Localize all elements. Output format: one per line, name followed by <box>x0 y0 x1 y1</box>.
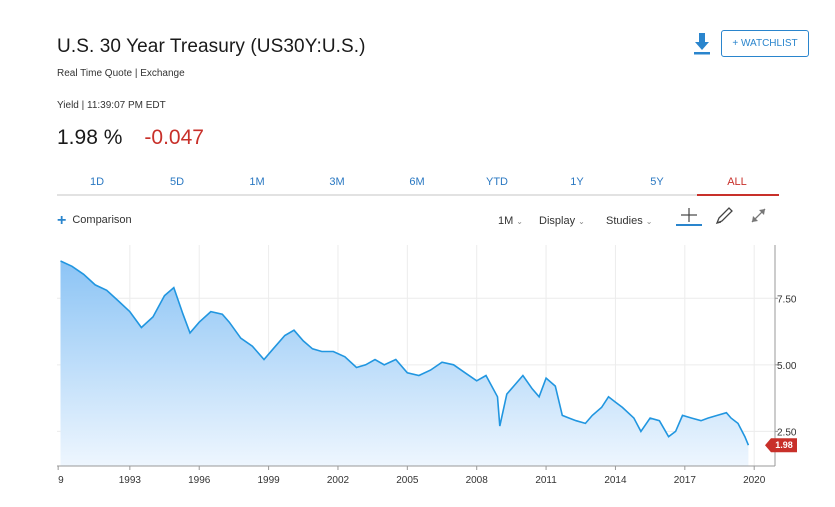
plus-icon: + <box>57 211 67 229</box>
comparison-button[interactable]: + Comparison <box>57 211 132 229</box>
range-tabs: 1D 5D 1M 3M 6M YTD 1Y 5Y ALL <box>57 170 779 196</box>
tab-ytd[interactable]: YTD <box>486 176 508 188</box>
tab-5d[interactable]: 5D <box>169 176 185 188</box>
tab-5y[interactable]: 5Y <box>650 176 664 188</box>
price-value: 1.98 % <box>57 126 123 149</box>
chevron-down-icon: ⌄ <box>578 217 585 226</box>
crosshair-button[interactable] <box>675 205 702 227</box>
interval-dropdown[interactable]: 1M ⌄ <box>498 215 523 227</box>
yield-timestamp: Yield | 11:39:07 PM EDT <box>57 100 166 111</box>
display-label: Display <box>539 215 576 227</box>
x-tick-label: 2017 <box>674 475 697 486</box>
price-row: 1.98 % -0.047 <box>57 126 204 150</box>
tab-1y[interactable]: 1Y <box>570 176 584 188</box>
x-tick-label: 2002 <box>327 475 350 486</box>
studies-label: Studies <box>606 215 643 227</box>
chevron-down-icon: ⌄ <box>516 217 523 226</box>
x-tick-label: 2020 <box>743 475 766 486</box>
chart-container[interactable]: 9 1993 1996 1999 2002 2005 2008 2011 2014 2017 202… <box>0 240 835 507</box>
x-tick-label: 1993 <box>119 475 142 486</box>
x-tick-label: 1996 <box>188 475 211 486</box>
x-tick-label: 9 <box>58 475 64 486</box>
yield-chart[interactable]: 9 1993 1996 1999 2002 2005 2008 2011 2014 2017 202… <box>0 240 835 507</box>
y-tick-label: 2.50 <box>777 427 797 438</box>
x-tick-label: 2008 <box>466 475 489 486</box>
interval-label: 1M <box>498 215 514 227</box>
x-tick-label: 2014 <box>604 475 627 486</box>
price-change: -0.047 <box>144 126 204 149</box>
yield-line <box>60 260 750 446</box>
tab-6m[interactable]: 6M <box>409 176 425 188</box>
y-tick-label: 5.00 <box>777 361 797 372</box>
tab-3m[interactable]: 3M <box>329 176 345 188</box>
y-tick-label: 7.50 <box>777 294 797 305</box>
quote-source: Real Time Quote | Exchange <box>57 68 185 79</box>
download-button[interactable] <box>691 31 713 55</box>
chevron-down-icon: ⌄ <box>645 217 653 226</box>
display-dropdown[interactable]: Display ⌄ <box>539 215 585 227</box>
crosshair-icon <box>676 208 702 226</box>
draw-button[interactable] <box>713 205 739 227</box>
last-value-badge: 1.98 <box>765 438 797 453</box>
comparison-label: Comparison <box>72 214 132 226</box>
watchlist-button[interactable]: + WATCHLIST <box>721 30 809 57</box>
expand-icon <box>751 208 766 223</box>
x-tick-label: 2005 <box>396 475 419 486</box>
badge-shape <box>765 438 797 453</box>
expand-button[interactable] <box>748 205 774 227</box>
tab-1d[interactable]: 1D <box>89 176 105 188</box>
pencil-icon <box>715 207 733 225</box>
download-icon <box>694 33 710 55</box>
yield-area <box>60 261 749 466</box>
tab-all[interactable]: ALL <box>697 170 779 196</box>
page-title: U.S. 30 Year Treasury (US30Y:U.S.) <box>57 36 366 57</box>
x-tick-label: 2011 <box>535 475 557 486</box>
x-tick-label: 1999 <box>257 475 280 486</box>
tab-1m[interactable]: 1M <box>249 176 265 188</box>
studies-dropdown[interactable]: Studies ⌄ <box>606 215 652 227</box>
last-value-label: 1.98 <box>775 440 793 450</box>
